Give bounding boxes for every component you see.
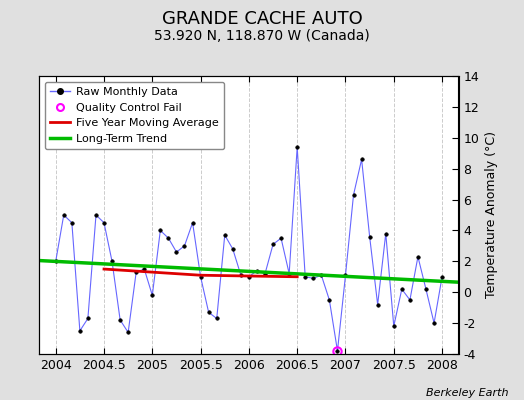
Text: 53.920 N, 118.870 W (Canada): 53.920 N, 118.870 W (Canada) — [154, 29, 370, 43]
Y-axis label: Temperature Anomaly (°C): Temperature Anomaly (°C) — [485, 132, 498, 298]
Text: GRANDE CACHE AUTO: GRANDE CACHE AUTO — [161, 10, 363, 28]
Text: Berkeley Earth: Berkeley Earth — [426, 388, 508, 398]
Legend: Raw Monthly Data, Quality Control Fail, Five Year Moving Average, Long-Term Tren: Raw Monthly Data, Quality Control Fail, … — [45, 82, 224, 149]
